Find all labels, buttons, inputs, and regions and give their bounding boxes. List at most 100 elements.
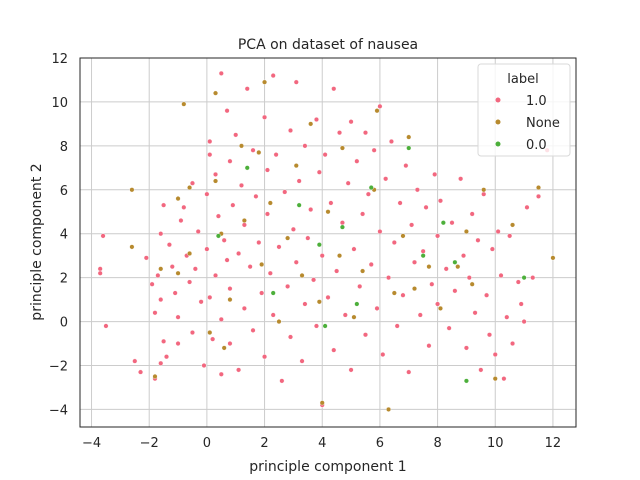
data-point xyxy=(103,323,109,329)
data-point xyxy=(256,149,262,155)
data-point xyxy=(262,79,268,85)
legend-label: 0.0 xyxy=(526,138,547,153)
data-point xyxy=(360,211,366,217)
data-point xyxy=(345,180,351,186)
data-point xyxy=(143,255,149,261)
x-tick-label: 4 xyxy=(318,436,326,451)
legend-marker xyxy=(495,97,501,103)
data-point xyxy=(463,229,469,235)
data-point xyxy=(100,233,106,239)
data-point xyxy=(244,165,250,171)
data-point xyxy=(475,237,481,243)
data-point xyxy=(325,294,331,300)
x-tick-label: 8 xyxy=(433,436,441,451)
x-tick-label: −2 xyxy=(140,436,159,451)
data-point xyxy=(189,330,195,336)
data-point xyxy=(521,275,527,281)
data-point xyxy=(293,259,299,265)
data-point xyxy=(218,371,224,377)
x-tick-label: 10 xyxy=(487,436,504,451)
data-point xyxy=(510,341,516,347)
data-point xyxy=(207,152,213,158)
data-point xyxy=(455,264,461,270)
data-point xyxy=(213,178,219,184)
data-point xyxy=(164,354,170,360)
data-point xyxy=(175,314,181,320)
data-point xyxy=(244,86,250,92)
data-point xyxy=(377,229,383,235)
data-point xyxy=(391,239,397,245)
data-point xyxy=(498,272,504,278)
data-point xyxy=(351,314,357,320)
data-point xyxy=(279,378,285,384)
y-tick-label: 8 xyxy=(60,140,68,155)
data-point xyxy=(339,220,345,226)
data-point xyxy=(386,275,392,281)
data-point xyxy=(293,79,299,85)
data-point xyxy=(129,187,135,193)
data-point xyxy=(305,235,311,241)
data-point xyxy=(221,345,227,351)
data-point xyxy=(290,226,296,232)
data-point xyxy=(241,218,247,224)
x-tick-labels: −4 −2 0 2 4 6 8 10 12 xyxy=(82,436,561,451)
data-point xyxy=(325,209,331,215)
data-point xyxy=(331,86,337,92)
data-point xyxy=(348,367,354,373)
plot-frame xyxy=(79,57,577,428)
data-point xyxy=(417,312,423,318)
data-point xyxy=(299,272,305,278)
data-point xyxy=(492,352,498,358)
x-tick-label: 0 xyxy=(203,436,211,451)
data-point xyxy=(227,158,233,164)
data-point xyxy=(481,191,487,197)
data-point xyxy=(178,218,184,224)
data-point xyxy=(420,248,426,254)
data-point xyxy=(238,182,244,188)
data-point xyxy=(207,330,213,336)
x-tick-label: 12 xyxy=(545,436,562,451)
data-point xyxy=(435,233,441,239)
legend-label: 1.0 xyxy=(526,94,547,109)
data-point xyxy=(270,73,276,79)
y-tick-label: 10 xyxy=(51,96,68,111)
y-tick-label: 6 xyxy=(60,184,68,199)
data-point xyxy=(313,116,319,122)
data-point xyxy=(262,354,268,360)
data-point xyxy=(311,277,317,283)
data-point xyxy=(276,319,282,325)
data-point xyxy=(354,301,360,307)
data-point xyxy=(435,301,441,307)
data-point xyxy=(241,305,247,311)
data-point xyxy=(270,312,276,318)
legend-label: None xyxy=(526,116,560,131)
data-point xyxy=(285,283,291,289)
data-point xyxy=(195,229,201,235)
data-point xyxy=(432,171,438,177)
data-point xyxy=(204,246,210,252)
data-point xyxy=(97,270,103,276)
data-point xyxy=(181,204,187,210)
x-axis-label: principle component 1 xyxy=(249,459,406,475)
data-point xyxy=(443,266,449,272)
data-point xyxy=(233,132,239,138)
data-point xyxy=(452,288,458,294)
data-point xyxy=(155,272,161,278)
data-point xyxy=(201,363,207,369)
data-point xyxy=(489,246,495,252)
data-point xyxy=(264,167,270,173)
data-point xyxy=(466,275,472,281)
data-point xyxy=(472,310,478,316)
data-point xyxy=(282,189,288,195)
data-point xyxy=(412,286,418,292)
data-point xyxy=(354,158,360,164)
data-point xyxy=(152,373,158,379)
data-point xyxy=(504,314,510,320)
data-point xyxy=(501,376,507,382)
data-point xyxy=(210,336,216,342)
data-point xyxy=(267,200,273,206)
data-point xyxy=(158,231,164,237)
data-point xyxy=(187,279,193,285)
legend-box xyxy=(477,63,571,157)
data-point xyxy=(437,198,443,204)
